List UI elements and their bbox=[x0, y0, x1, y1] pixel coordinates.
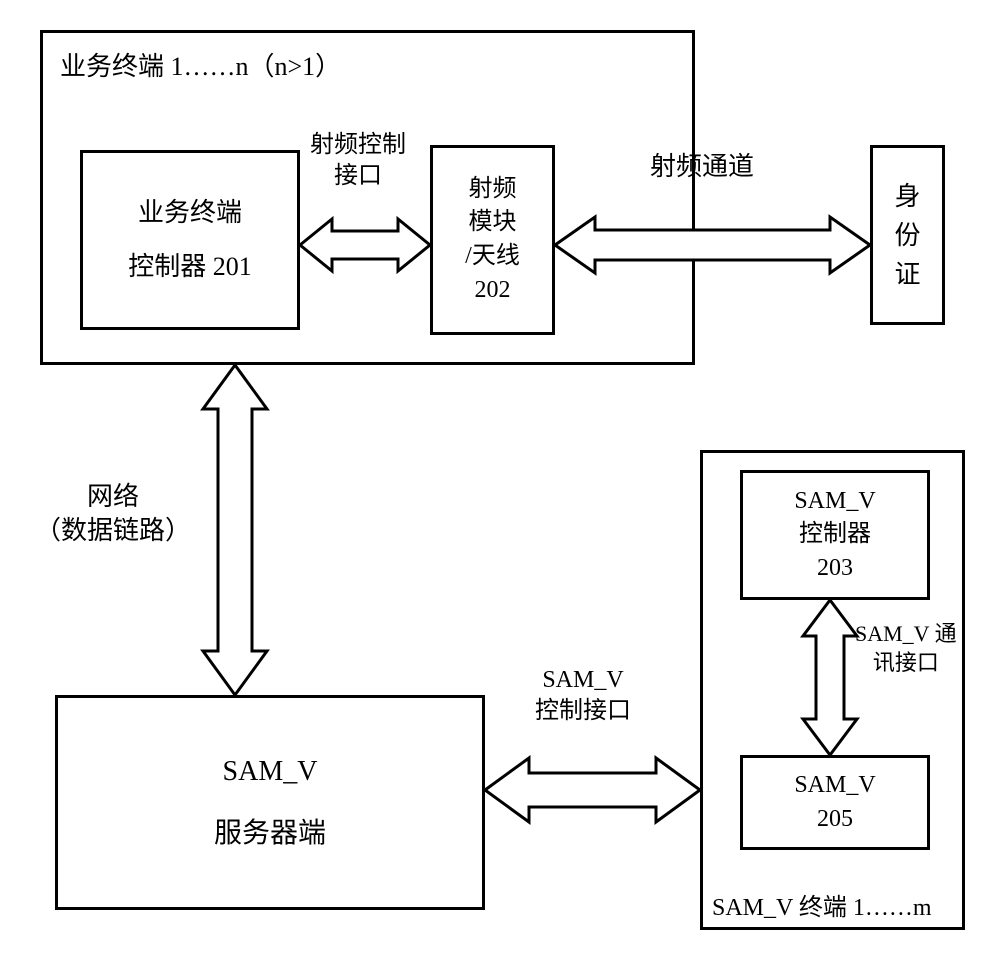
arrow-rf-to-id bbox=[552, 214, 873, 276]
id-card-text: 身 份 证 bbox=[894, 177, 920, 294]
arrow-samv-comm-if bbox=[800, 597, 860, 758]
box-samv-ctrl-203: SAM_V 控制器 203 bbox=[740, 470, 930, 600]
arrow-samv-ctrl-if bbox=[482, 755, 703, 825]
label-terminal-group: 业务终端 1……n（n>1） bbox=[60, 50, 341, 84]
arrow-ctrl-to-rf bbox=[297, 216, 433, 274]
samv-ctrl-203-line1: SAM_V bbox=[794, 485, 875, 519]
rf-202-line4: 202 bbox=[475, 274, 511, 308]
rf-202-line3: /天线 bbox=[465, 240, 520, 274]
label-rf-channel: 射频通道 bbox=[650, 150, 754, 184]
box-id-card: 身 份 证 bbox=[870, 145, 945, 325]
label-network: 网络 （数据链路） bbox=[35, 480, 191, 548]
samv-ctrl-203-line2: 控制器 bbox=[799, 518, 871, 552]
rf-202-line1: 射频 bbox=[469, 173, 517, 207]
box-samv-205: SAM_V 205 bbox=[740, 755, 930, 850]
label-rf-ctrl-if: 射频控制 接口 bbox=[310, 130, 406, 192]
samv-server-line2: 服务器端 bbox=[214, 814, 326, 853]
box-controller-201: 业务终端 控制器 201 bbox=[80, 150, 300, 330]
label-samv-terminal-group: SAM_V 终端 1……m bbox=[712, 893, 932, 924]
controller-201-line1: 业务终端 bbox=[138, 195, 242, 231]
box-rf-202: 射频 模块 /天线 202 bbox=[430, 145, 555, 335]
controller-201-line2: 控制器 201 bbox=[128, 249, 252, 285]
samv-205-line1: SAM_V bbox=[794, 769, 875, 803]
label-samv-comm-if: SAM_V 通 讯接口 bbox=[855, 620, 957, 677]
samv-ctrl-203-line3: 203 bbox=[817, 552, 853, 586]
arrow-network-vertical bbox=[200, 362, 270, 698]
label-samv-ctrl-if: SAM_V 控制接口 bbox=[535, 665, 631, 727]
samv-server-line1: SAM_V bbox=[223, 752, 318, 791]
box-samv-server: SAM_V 服务器端 bbox=[55, 695, 485, 910]
samv-205-line2: 205 bbox=[817, 803, 853, 837]
rf-202-line2: 模块 bbox=[469, 206, 517, 240]
diagram-canvas: 业务终端 1……n（n>1） 业务终端 控制器 201 射频 模块 /天线 20… bbox=[0, 0, 1000, 955]
